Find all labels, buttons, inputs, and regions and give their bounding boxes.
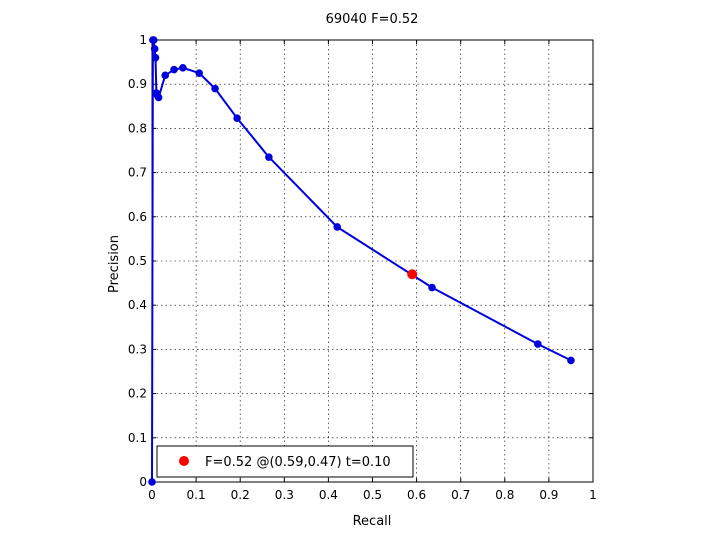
- data-point: [265, 153, 273, 161]
- data-point: [333, 223, 342, 231]
- y-tick-label: 0.2: [128, 387, 147, 401]
- series-layer: [148, 36, 575, 486]
- y-tick-label: 0: [139, 475, 147, 489]
- x-tick-label: 0.8: [495, 488, 514, 502]
- axis-ticks: 0 0.1 0.2 0.3 0.4 0.5 0.6 0.7 0.8 0.9 1 0 0.1 0.2 0.3 0…: [128, 33, 597, 502]
- x-tick-label: 0.7: [451, 488, 470, 502]
- data-point: [151, 53, 160, 62]
- x-tick-label: 0.4: [319, 488, 338, 502]
- y-tick-label: 0.6: [128, 210, 147, 224]
- x-tick-label: 0.3: [275, 488, 294, 502]
- data-point: [149, 36, 157, 44]
- y-tick-label: 0.9: [128, 77, 147, 91]
- legend: F=0.52 @(0.59,0.47) t=0.10: [156, 445, 414, 478]
- chart-title: 69040 F=0.52: [326, 12, 419, 27]
- data-point: [211, 84, 219, 93]
- x-tick-label: 0: [148, 488, 156, 502]
- x-tick-label: 0.9: [539, 488, 558, 502]
- x-tick-label: 0.2: [231, 488, 250, 502]
- y-tick-label: 0.1: [128, 431, 147, 445]
- x-tick-label: 0.1: [187, 488, 206, 502]
- data-point: [179, 64, 187, 72]
- data-point: [567, 356, 575, 365]
- data-point: [152, 89, 161, 97]
- data-point: [170, 65, 178, 74]
- best-f-point: [407, 269, 418, 280]
- legend-text: F=0.52 @(0.59,0.47) t=0.10: [205, 455, 391, 470]
- y-tick-label: 0.5: [128, 254, 147, 268]
- x-tick-label: 0.5: [363, 488, 382, 502]
- grid: [151, 39, 594, 483]
- y-tick-label: 0.7: [128, 166, 147, 180]
- x-axis-label: Recall: [353, 514, 392, 529]
- x-tick-label: 1: [589, 488, 597, 502]
- x-tick-label: 0.6: [407, 488, 426, 502]
- data-point: [428, 283, 436, 292]
- data-point: [150, 45, 159, 53]
- y-axis-label: Precision: [107, 235, 122, 293]
- y-tick-label: 0.8: [128, 121, 147, 135]
- y-tick-label: 0.4: [128, 298, 147, 312]
- y-tick-label: 0.3: [128, 342, 147, 356]
- data-point: [195, 69, 203, 77]
- data-point: [148, 478, 156, 486]
- legend-box: [156, 445, 414, 478]
- data-point: [161, 71, 170, 80]
- legend-marker: [179, 456, 189, 466]
- y-tick-label: 1: [139, 33, 147, 47]
- data-point: [233, 114, 241, 123]
- data-point: [534, 340, 542, 348]
